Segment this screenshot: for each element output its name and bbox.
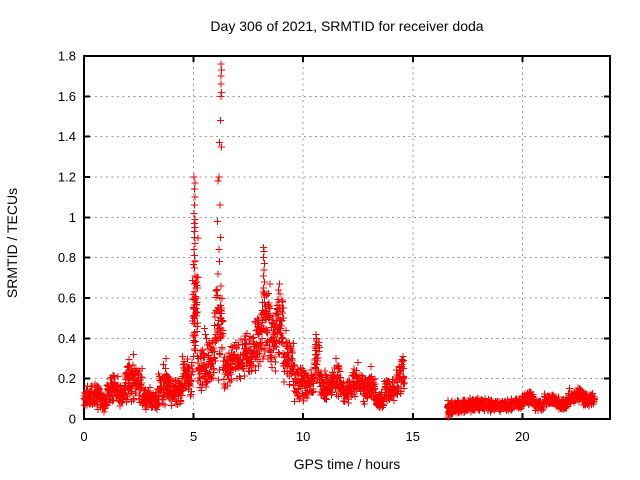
y-tick-label: 0: [69, 412, 76, 427]
axis-ticks: [83, 55, 610, 420]
x-tick-label: 10: [296, 429, 310, 444]
y-tick-label: 0.4: [58, 331, 76, 346]
y-tick-label: 1: [69, 210, 76, 225]
x-tick-label: 15: [406, 429, 420, 444]
y-tick-label: 0.2: [58, 371, 76, 386]
y-tick-label: 0.8: [58, 250, 76, 265]
y-tick-label: 1.6: [58, 89, 76, 104]
chart-title: Day 306 of 2021, SRMTID for receiver dod…: [210, 18, 483, 34]
tick-labels: 0 5 10 15 20 0 0.2 0.4 0.6 0.8 1 1.2 1.4 1.6 1.8: [58, 49, 530, 445]
y-tick-label: 1.2: [58, 170, 76, 185]
x-tick-label: 0: [80, 429, 87, 444]
x-axis-label: GPS time / hours: [294, 456, 401, 472]
scatter-points: [80, 60, 598, 421]
plot-border: [83, 55, 611, 420]
x-tick-label: 5: [190, 429, 197, 444]
y-axis-label: SRMTID / TECUs: [4, 188, 20, 298]
y-tick-label: 1.8: [58, 49, 76, 64]
y-tick-label: 1.4: [58, 129, 76, 144]
x-tick-label: 20: [515, 429, 529, 444]
y-tick-label: 0.6: [58, 291, 76, 306]
